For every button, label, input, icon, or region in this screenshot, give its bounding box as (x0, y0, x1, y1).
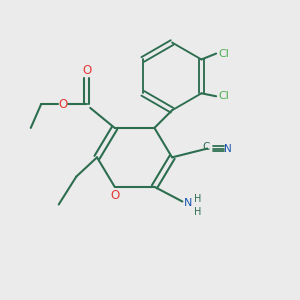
Text: Cl: Cl (218, 49, 229, 58)
Text: H: H (194, 207, 201, 217)
Text: O: O (82, 64, 91, 77)
Text: O: O (58, 98, 68, 111)
Text: O: O (110, 188, 119, 202)
Text: N: N (224, 143, 232, 154)
Text: C: C (202, 142, 210, 152)
Text: H: H (194, 194, 201, 204)
Text: Cl: Cl (218, 91, 229, 101)
Text: N: N (184, 198, 193, 208)
